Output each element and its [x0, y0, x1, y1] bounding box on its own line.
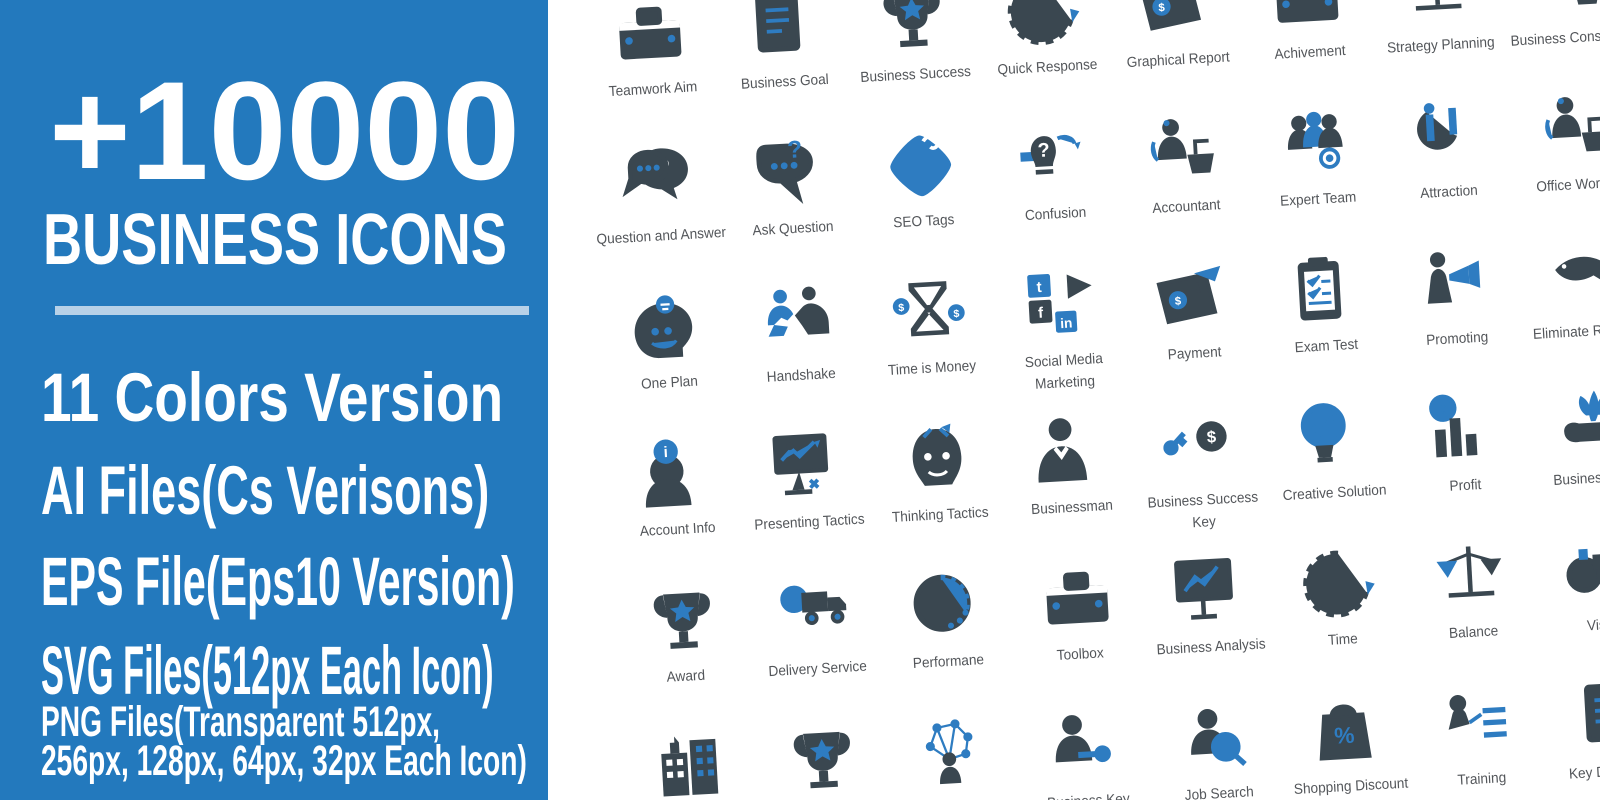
- svg-text:in: in: [1059, 315, 1072, 331]
- svg-text:t: t: [1036, 279, 1042, 296]
- svg-text:$: $: [953, 308, 960, 320]
- svg-text:?: ?: [1037, 139, 1050, 162]
- svg-text:%: %: [1333, 722, 1355, 749]
- svg-text:$: $: [898, 302, 905, 314]
- svg-text:?: ?: [786, 136, 802, 164]
- svg-text:$: $: [1439, 402, 1447, 416]
- svg-text:$: $: [1206, 427, 1217, 447]
